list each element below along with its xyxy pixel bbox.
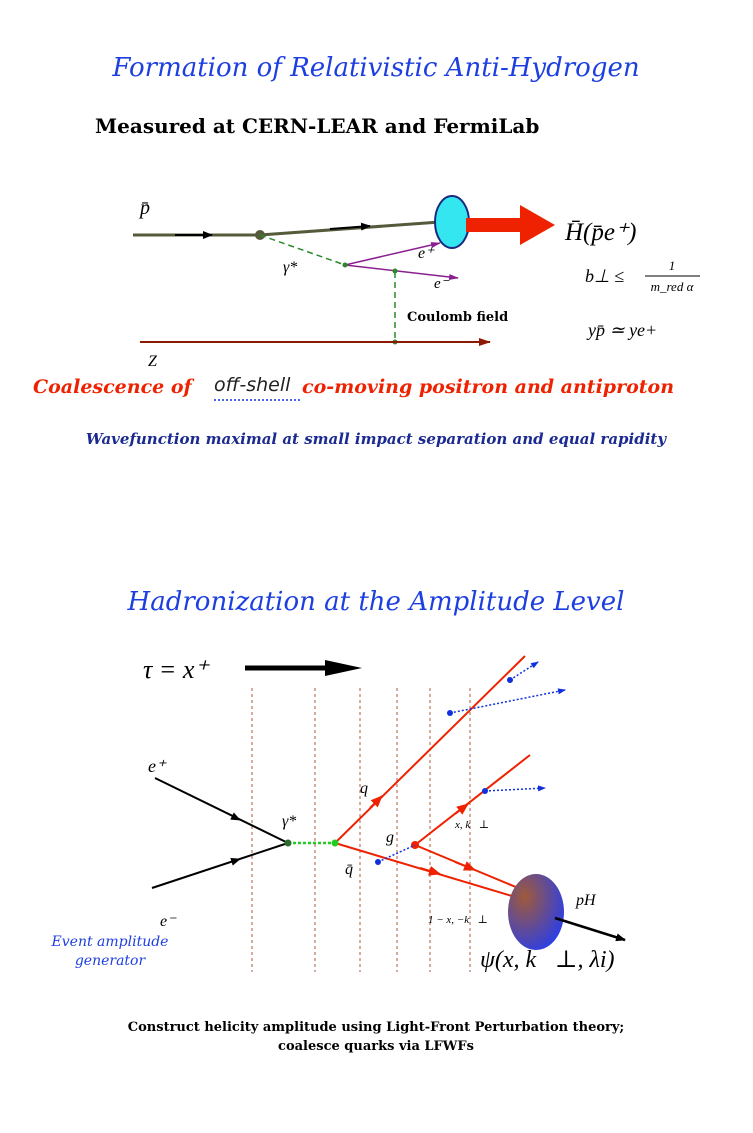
caption: Wavefunction maximal at small impact sep… [86,430,667,448]
page: Formation of Relativistic Anti-Hydrogen … [0,0,753,1133]
label: τ = x⁺ [143,655,210,684]
label: Z [148,353,158,370]
caption: off-shell [214,374,291,396]
time-arrow-head [325,660,362,676]
label: γ* [282,813,296,830]
arrow [455,804,468,814]
arrow [455,862,475,870]
arrow [370,796,382,808]
vertex [343,263,348,268]
big-arrow [466,218,522,232]
antihydrogen [435,196,469,248]
label: m_red α [651,279,695,294]
slide-title: Hadronization at the Amplitude Level [127,587,625,617]
gluon-line [485,788,545,791]
subtitle: Measured at CERN-LEAR and FermiLab [95,114,539,138]
label: pH [575,892,597,909]
gluons [378,662,565,862]
vertex [447,710,453,716]
photon-line [260,235,345,265]
gluon-line [450,690,565,713]
label: e⁺ [418,245,435,262]
big-arrow-head [520,205,555,245]
annotation: generator [75,953,147,969]
label: e⁻ [434,276,450,292]
label: g [386,829,394,846]
gluon-line [378,845,415,862]
label: 1 [669,258,676,273]
arrow [200,800,240,820]
label: H̄(p̄e⁺) [564,219,637,246]
hadron [508,874,564,950]
slide-1: Formation of Relativistic Anti-Hydrogen … [33,53,700,448]
diagram: p̄ γ* e⁺ e⁻ Coulomb field Z H̄(p̄e⁺) b⊥ … [133,196,700,370]
label: x, k⃗⊥ [454,819,489,831]
label: γ* [283,259,297,276]
quark-line [415,755,530,845]
caption: coalesce quarks via LFWFs [278,1039,474,1054]
label: e⁺ [148,756,167,776]
vertex [375,859,381,865]
vertex [332,840,339,847]
vertex [482,788,488,794]
label: Coulomb field [407,310,508,325]
label: yp̄ ≃ ye+ [586,320,657,340]
arrow [200,859,240,872]
label: b⊥ ≤ [585,266,624,286]
label: 1 − x, −k⃗⊥ [428,914,488,926]
label: p̄ [138,197,150,219]
caption: Coalescence of [33,376,195,398]
label: ψ(x, k⃗⊥, λi) [480,947,615,973]
slide-title: Formation of Relativistic Anti-Hydrogen [111,53,639,83]
slide-2: Hadronization at the Amplitude Level τ =… [51,587,625,1054]
hadron-arrow [555,918,625,940]
vertex [393,269,398,274]
vertex [507,677,513,683]
label: q̄ [345,861,353,878]
vertex [285,840,292,847]
caption: Construct helicity amplitude using Light… [128,1020,624,1035]
caption: co-moving positron and antiproton [302,376,674,398]
gluon-line [510,662,538,680]
label: e⁻ [160,913,177,930]
label: q [360,780,368,797]
time-slices [252,688,470,972]
annotation: Event amplitude [51,934,169,950]
